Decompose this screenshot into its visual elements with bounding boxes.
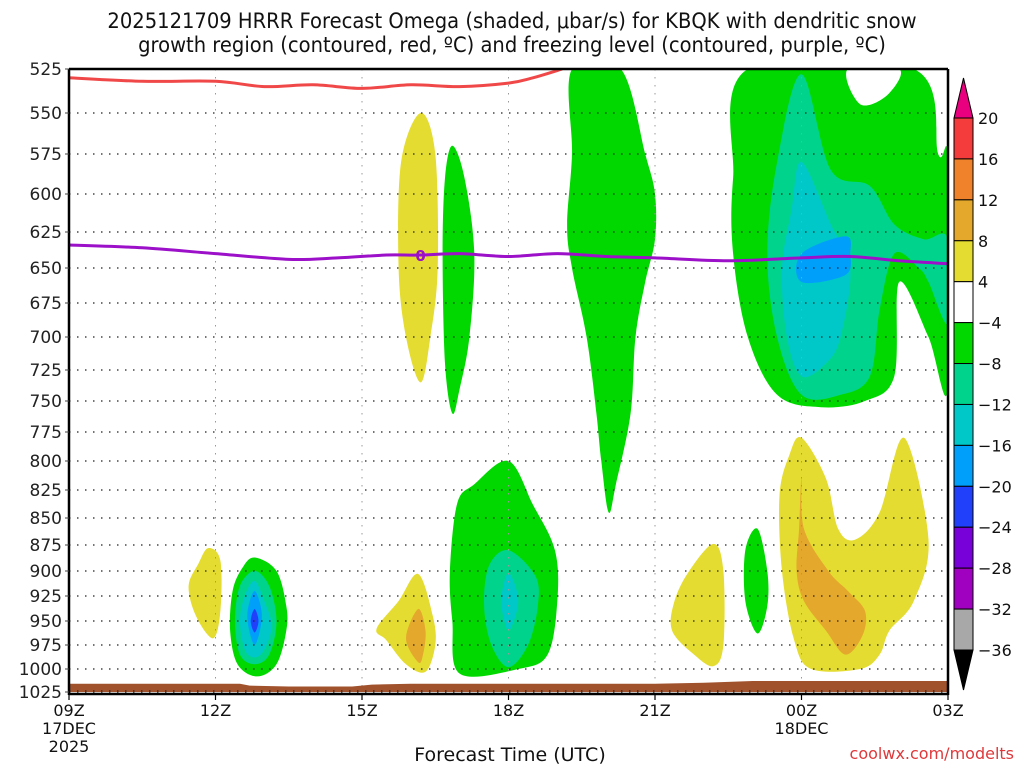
x-axis-label: Forecast Time (UTC) xyxy=(414,744,606,766)
colorbar-label: −24 xyxy=(978,518,1012,537)
colorbar-label: −8 xyxy=(978,355,1002,374)
y-tick-label: 575 xyxy=(30,145,62,165)
colorbar-label: −32 xyxy=(978,600,1012,619)
colorbar-label: 12 xyxy=(978,191,998,210)
y-tick-label: 725 xyxy=(30,361,62,381)
colorbar-label: −36 xyxy=(978,641,1012,660)
colorbar-label: −12 xyxy=(978,395,1012,414)
colorbar-top-arrow xyxy=(953,77,974,119)
x-tick-label: 00Z xyxy=(786,701,817,720)
y-tick-label: 1000 xyxy=(19,660,62,680)
colorbar-bin xyxy=(953,526,974,569)
chart-title-line1: 2025121709 HRRR Forecast Omega (shaded, … xyxy=(107,9,917,33)
colorbar-label: 16 xyxy=(978,150,998,169)
y-tick-label: 950 xyxy=(30,612,62,632)
colorbar-bottom-arrow xyxy=(953,649,974,691)
x-tick-year-label: 2025 xyxy=(49,737,90,756)
y-tick-label: 825 xyxy=(30,481,62,501)
colorbar-bin xyxy=(953,158,974,201)
omega-region-white-hole-01z xyxy=(846,69,901,106)
colorbar-label: −28 xyxy=(978,559,1012,578)
colorbar-bin xyxy=(953,199,974,242)
colorbar-bin xyxy=(953,444,974,487)
y-tick-label: 675 xyxy=(30,294,62,314)
y-tick-label: 775 xyxy=(30,423,62,443)
y-tick-label: 650 xyxy=(30,259,62,279)
chart-title-line2: growth region (contoured, red, ºC) and f… xyxy=(138,33,886,57)
colorbar-label: 20 xyxy=(978,109,998,128)
colorbar-bin xyxy=(953,363,974,405)
colorbar-bin xyxy=(953,567,974,610)
freezing-level-line xyxy=(69,243,948,266)
colorbar-label: −4 xyxy=(978,314,1002,333)
y-tick-label: 975 xyxy=(30,636,62,656)
colorbar-bin xyxy=(953,322,974,365)
y-tick-label: 700 xyxy=(30,328,62,348)
y-tick-label: 550 xyxy=(30,104,62,124)
omega-region-yellow-12z xyxy=(188,548,222,639)
y-tick-label: 625 xyxy=(30,223,62,243)
y-tick-label: 525 xyxy=(30,60,62,80)
y-tick-label: 800 xyxy=(30,452,62,472)
freezing-level-label: 0 xyxy=(415,247,425,265)
x-tick-date-label: 17DEC xyxy=(42,719,96,738)
terrain-fill xyxy=(69,681,948,692)
y-tick-label: 600 xyxy=(30,185,62,205)
x-tick-date-label: 18DEC xyxy=(775,719,829,738)
colorbar-bin xyxy=(953,485,974,528)
colorbar-label: 4 xyxy=(978,273,988,292)
terrain-layer xyxy=(69,681,948,692)
omega-region-cyan-18z xyxy=(501,573,519,631)
y-tick-label: 875 xyxy=(30,536,62,556)
watermark-link[interactable]: coolwx.com/modelts xyxy=(849,744,1014,763)
x-tick-label: 21Z xyxy=(639,701,670,720)
omega-region-green-17z xyxy=(442,145,475,415)
colorbar-bin xyxy=(953,281,974,324)
colorbar-label: −20 xyxy=(978,477,1012,496)
x-tick-label: 12Z xyxy=(200,701,231,720)
axes: 525 550 575 600 625 650 675 700 725 750 775 800 825 8… xyxy=(19,60,964,756)
colorbar-bin xyxy=(953,608,974,651)
colorbar-bin xyxy=(953,403,974,446)
omega-region-green-23z xyxy=(743,528,769,634)
omega-region-blue-00z xyxy=(796,236,851,284)
contour-lines: 0 xyxy=(69,69,948,266)
x-tick-label: 15Z xyxy=(346,701,377,720)
omega-shaded-regions xyxy=(188,69,948,677)
omega-region-yellow-15z-tall xyxy=(398,112,439,383)
dgz-contour-line xyxy=(69,69,563,90)
colorbar-label: −16 xyxy=(978,436,1012,455)
x-tick-label: 09Z xyxy=(53,701,84,720)
y-tick-label: 750 xyxy=(30,392,62,412)
omega-region-orange-01z xyxy=(796,478,867,655)
omega-region-yellow-16z-low xyxy=(376,573,436,673)
y-tick-label: 925 xyxy=(30,587,62,607)
y-tick-label: 900 xyxy=(30,562,62,582)
x-tick-label: 18Z xyxy=(493,701,524,720)
y-tick-label: 850 xyxy=(30,509,62,529)
omega-region-orange-16z xyxy=(406,608,426,664)
colorbar-legend: 20 16 12 8 4 −4 −8 −12 −16 −20 −24 −28 −32 −36 xyxy=(953,77,1012,691)
omega-region-yellow-22z xyxy=(670,543,725,667)
x-tick-label: 03Z xyxy=(932,701,963,720)
colorbar-label: 8 xyxy=(978,232,988,251)
omega-region-dblue-13z xyxy=(250,609,259,633)
colorbar-bin xyxy=(953,240,974,283)
omega-region-green-20z xyxy=(567,69,657,513)
y-tick-label: 1025 xyxy=(19,683,62,703)
colorbar-bin xyxy=(953,117,974,160)
